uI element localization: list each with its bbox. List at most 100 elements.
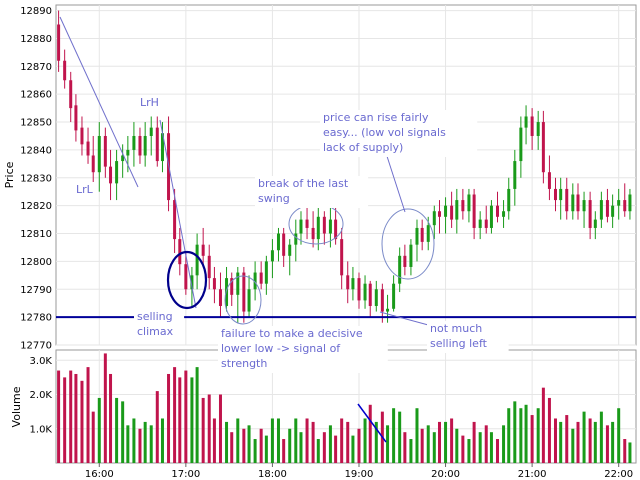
candle-body [121, 155, 125, 162]
candle-body [126, 149, 130, 156]
candle [559, 177, 563, 220]
time-tick-label: 21:00 [518, 469, 547, 480]
candle [173, 188, 177, 254]
annotation-background [137, 95, 162, 112]
candle-body [513, 161, 517, 189]
volume-bar [426, 425, 430, 463]
candle-body [109, 166, 113, 184]
candle [218, 272, 222, 318]
volume-axis-ticks: 1.0K 2.0K 3.0K [30, 356, 53, 435]
candle [288, 239, 292, 276]
volume-bar [212, 418, 216, 463]
candle [299, 211, 303, 245]
candle-body [346, 275, 350, 290]
candle [69, 71, 73, 123]
price-tick-label: 12880 [20, 34, 52, 45]
candle-body [559, 188, 563, 201]
candle [311, 211, 315, 248]
price-tick-label: 12890 [20, 6, 52, 17]
candle-body [138, 135, 142, 156]
volume-bar [264, 435, 268, 463]
price-rise-pointer [384, 149, 406, 213]
candle-body [380, 289, 384, 312]
volume-bar [530, 415, 534, 463]
volume-bar [328, 425, 332, 463]
candle [230, 272, 234, 306]
volume-bar [524, 404, 528, 463]
annotation-line: easy... (low vol signals [323, 126, 446, 139]
candle-body [437, 211, 441, 217]
trendline-down-2 [159, 119, 197, 309]
candle [582, 191, 586, 228]
candle-body [536, 122, 540, 136]
volume-bar [178, 377, 182, 463]
volume-bar [259, 428, 263, 463]
volume-bar [288, 428, 292, 463]
candle-body [340, 239, 344, 276]
candle [450, 191, 454, 228]
candle [565, 177, 569, 220]
annotation-line: not much [430, 322, 482, 335]
candle-body [461, 200, 465, 212]
candle-body [363, 283, 367, 301]
candle [57, 10, 61, 72]
price-tick-label: 12810 [20, 229, 52, 240]
candle-body [507, 188, 511, 212]
candle-body [69, 80, 73, 109]
candle [467, 188, 471, 223]
candle [351, 266, 355, 301]
volume-bar [513, 401, 517, 463]
candle [478, 211, 482, 240]
failure-low-ellipse [224, 275, 262, 325]
volume-bar [190, 377, 194, 463]
candle [536, 110, 540, 150]
volume-bar [507, 408, 511, 463]
candle [74, 94, 78, 142]
candle-body [593, 219, 597, 228]
volume-bar [270, 418, 274, 463]
candle-body [316, 216, 320, 240]
candle-body [294, 233, 298, 245]
candle-body [328, 219, 332, 234]
price-tick-label: 12780 [20, 313, 52, 324]
volume-tick-label: 3.0K [30, 356, 53, 367]
candle-body [236, 272, 240, 295]
candle-body [484, 219, 488, 228]
candle [86, 127, 90, 164]
volume-trendline [357, 403, 387, 443]
time-tick-label: 19:00 [345, 469, 374, 480]
price-tick-label: 12800 [20, 257, 52, 268]
price-tick-label: 12830 [20, 173, 52, 184]
annotation-background [134, 309, 185, 341]
volume-bar [565, 415, 569, 463]
annotation-line: lower low -> signal of [221, 342, 341, 355]
candle [502, 200, 506, 228]
candle [115, 149, 119, 201]
volume-bar [80, 380, 84, 463]
volume-bar [126, 425, 130, 463]
candle-body [565, 188, 569, 212]
candle [97, 122, 101, 192]
candle [599, 191, 603, 228]
volume-bar [368, 404, 372, 463]
candle [201, 227, 205, 267]
annotation-line: LrH [140, 96, 159, 109]
candle-body [478, 219, 482, 228]
candle-body [541, 122, 545, 173]
candle [132, 122, 136, 167]
annotation-line: selling left [430, 337, 488, 350]
candle-body [357, 278, 361, 301]
volume-bar [576, 421, 580, 463]
volume-bar [489, 432, 493, 463]
candle [270, 239, 274, 279]
candle-body [195, 244, 199, 276]
candle [340, 227, 344, 290]
volume-bar [599, 411, 603, 463]
candle [259, 261, 263, 290]
candle-body [403, 255, 407, 267]
volume-bar [582, 411, 586, 463]
volume-bar [571, 428, 575, 463]
selling-climax-ellipse [166, 250, 208, 310]
annotation-line: LrL [76, 183, 94, 196]
